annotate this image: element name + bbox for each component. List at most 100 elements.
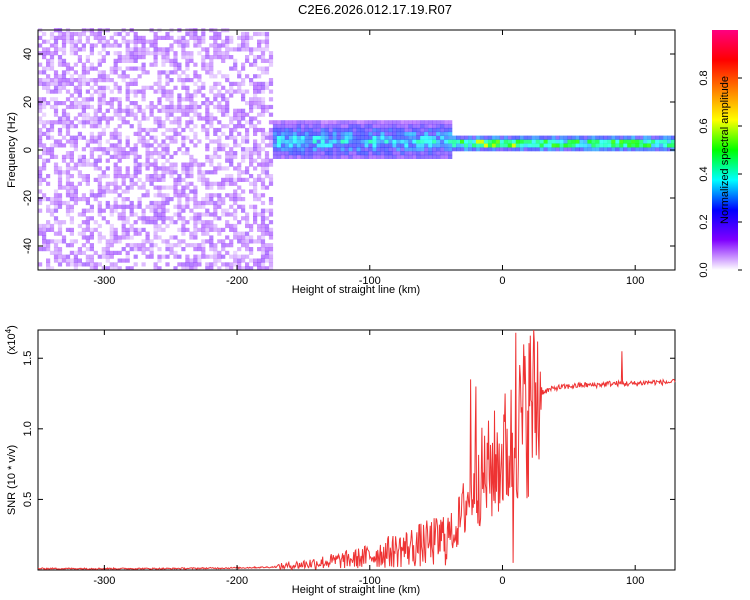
spectrogram-cell [89, 97, 94, 102]
spectrogram-cell [117, 97, 122, 102]
spectrogram-cell [257, 193, 262, 198]
spectrogram-cell [328, 135, 333, 140]
spectrogram-cell [444, 124, 449, 129]
spectrogram-cell [344, 120, 349, 125]
spectrogram-cell [65, 227, 71, 232]
spectrogram-cell [65, 104, 71, 110]
spectrogram-cell [416, 135, 421, 140]
x-tick-label: 0 [499, 275, 505, 287]
spectrogram-cell [38, 143, 43, 148]
spectrogram-cell [472, 147, 477, 152]
spectrogram-cell [185, 185, 190, 190]
spectrogram-cell [328, 147, 333, 152]
spectrogram-cell [296, 120, 301, 125]
spectrogram-cell [42, 112, 47, 117]
spectrogram-cell [145, 174, 150, 179]
spectrogram-cell [105, 78, 110, 83]
spectrogram-cell [217, 254, 222, 259]
spectrogram-cell [46, 135, 51, 140]
spectrogram-cell [217, 35, 222, 40]
spectrogram-cell [173, 66, 178, 71]
spectrogram-cell [42, 193, 47, 198]
spectrogram-cell [38, 223, 43, 229]
spectrogram-cell [253, 124, 258, 129]
spectrogram-cell [225, 78, 230, 83]
spectrogram-cell [169, 166, 174, 171]
spectrogram-cell [117, 51, 122, 56]
spectrogram-cell [284, 151, 289, 156]
spectrogram-cell [260, 266, 266, 271]
spectrogram-cell [627, 143, 632, 148]
spectrogram-cell [105, 151, 110, 156]
spectrogram-cell [404, 131, 409, 136]
spectrogram-cell [284, 131, 289, 136]
spectrogram-cell [157, 124, 162, 129]
spectrogram-cell [85, 158, 90, 163]
spectrogram-cell [185, 262, 190, 267]
spectrogram-cell [639, 139, 644, 144]
spectrogram-cell [101, 85, 106, 90]
spectrogram-cell [149, 112, 154, 117]
spectrogram-cell [73, 85, 78, 90]
spectrogram-cell [197, 89, 202, 94]
spectrogram-cell [444, 154, 449, 159]
spectrogram-cell [268, 258, 274, 263]
spectrogram-cell [229, 174, 234, 179]
spectrogram-cell [117, 258, 122, 263]
spectrogram-cell [149, 108, 154, 113]
spectrogram-cell [308, 154, 313, 159]
spectrogram-cell [237, 204, 242, 209]
spectrogram-cell [42, 55, 47, 60]
spectrogram-cell [237, 235, 242, 240]
spectrogram-cell [249, 239, 254, 244]
spectrogram-cell [177, 243, 182, 248]
spectrogram-cell [125, 166, 130, 171]
spectrogram-cell [237, 266, 242, 271]
spectrogram-cell [221, 74, 226, 79]
spectrogram-cell [217, 101, 222, 106]
spectrogram-cell [209, 101, 214, 106]
spectrogram-cell [53, 208, 59, 213]
spectrogram-cell [101, 174, 106, 179]
spectrogram-cell [352, 139, 357, 144]
spectrogram-cell [245, 239, 250, 244]
spectrogram-cell [161, 85, 166, 90]
spectrogram-cell [635, 139, 640, 144]
spectrogram-cell [205, 223, 210, 229]
spectrogram-cell [257, 154, 262, 159]
spectrogram-cell [125, 97, 130, 102]
spectrogram-cell [125, 266, 130, 271]
spectrogram-cell [607, 143, 612, 148]
spectrogram-cell [229, 223, 234, 229]
spectrogram-cell [121, 258, 126, 263]
spectrogram-cell [332, 143, 337, 148]
spectrogram-cell [185, 31, 190, 37]
spectrogram-cell [225, 108, 230, 113]
spectrogram-cell [245, 212, 250, 217]
spectrogram-cell [268, 143, 274, 148]
spectrogram-cell [241, 266, 246, 271]
spectrogram-cell [432, 154, 437, 159]
spectrogram-cell [57, 177, 63, 182]
spectrogram-cell [97, 89, 102, 94]
spectrogram-cell [280, 127, 286, 133]
spectrogram-cell [181, 139, 186, 144]
spectrogram-cell [595, 147, 600, 152]
spectrogram-cell [153, 216, 158, 221]
spectrogram-cell [121, 58, 126, 63]
spectrogram-cell [233, 62, 238, 67]
spectrogram-cell [249, 78, 254, 83]
spectrogram-cell [264, 154, 270, 159]
spectrogram-cell [356, 139, 361, 144]
spectrogram-cell [42, 124, 47, 129]
spectrogram-cell [241, 97, 246, 102]
spectrogram-cell [125, 58, 130, 63]
spectrogram-cell [189, 258, 194, 263]
spectrogram-cell [73, 166, 78, 171]
spectrogram-cell [205, 47, 210, 52]
spectrogram-cell [145, 204, 150, 209]
spectrogram-cell [237, 177, 242, 182]
spectrogram-cell [412, 154, 417, 159]
spectrogram-cell [93, 112, 98, 117]
spectrogram-cell [65, 139, 71, 144]
